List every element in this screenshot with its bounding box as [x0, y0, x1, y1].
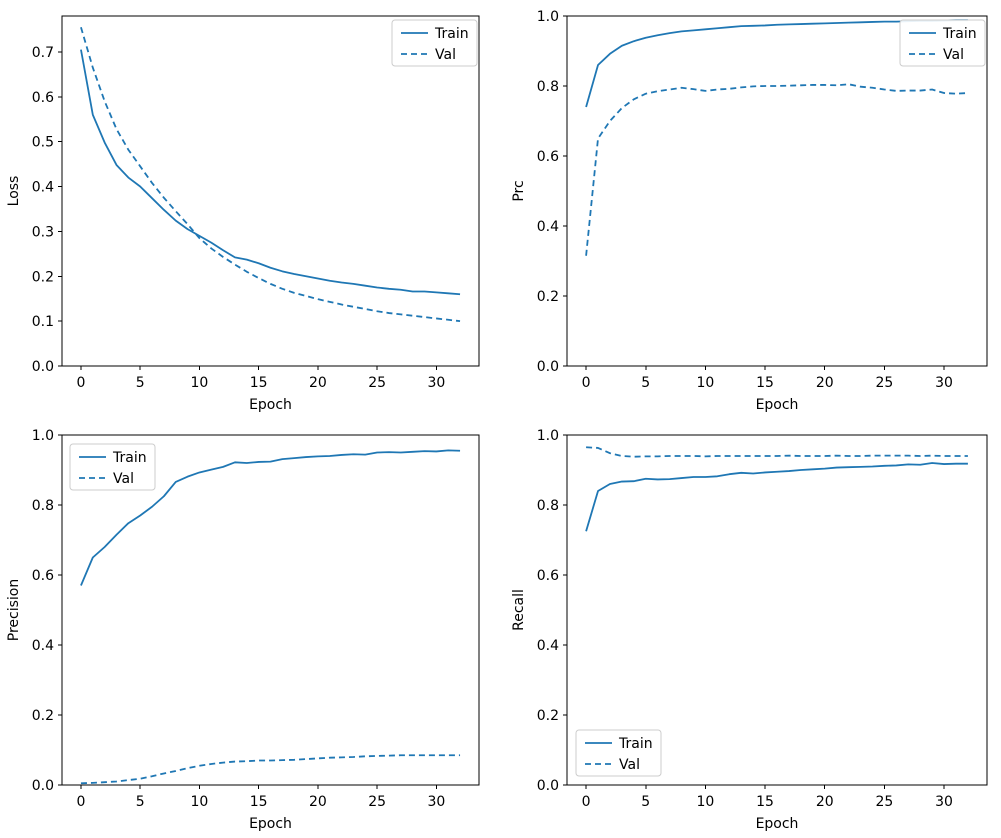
legend-label-val: Val	[113, 471, 134, 487]
y-axis-tick-label: 0.8	[32, 498, 54, 514]
y-axis-tick-label: 0.7	[32, 45, 54, 61]
x-axis-label: Epoch	[756, 397, 799, 413]
y-axis-tick-label: 1.0	[32, 428, 54, 444]
y-axis-tick-label: 0.3	[32, 224, 54, 240]
y-axis-tick-label: 0.2	[537, 708, 559, 724]
train-line	[585, 462, 968, 532]
y-axis-label: Loss	[6, 176, 22, 207]
x-axis-tick-label: 0	[582, 794, 591, 810]
x-axis-label: Epoch	[756, 816, 799, 832]
y-axis-tick-label: 0.4	[537, 638, 559, 654]
train-line	[80, 49, 461, 296]
legend-label-train: Train	[618, 736, 653, 752]
y-axis-tick-label: 0.0	[537, 778, 559, 794]
val-line	[585, 83, 968, 256]
chart-prc-svg: 0 5 10 15 20 25 30 0.0 0.2 0.4 0.6 0.8 1.0 Epoch Prc Tr…	[511, 9, 988, 413]
x-axis-label: Epoch	[249, 397, 292, 413]
y-axis-label: Precision	[6, 579, 22, 641]
x-axis-tick-label: 10	[191, 794, 209, 810]
x-axis-label: Epoch	[249, 816, 292, 832]
x-axis-tick-label: 0	[582, 375, 591, 391]
x-axis-tick-label: 5	[136, 794, 145, 810]
chart-recall-svg: 0 5 10 15 20 25 30 0.0 0.2 0.4 0.6 0.8 1.0 Epoch Recal…	[511, 428, 988, 832]
y-axis-tick-label: 0.4	[32, 180, 54, 196]
chart-precision-svg: 0 5 10 15 20 25 30 0.0 0.2 0.4 0.6 0.8 1.0 Epoch Preci…	[6, 428, 480, 832]
y-axis-tick-label: 0.8	[537, 79, 559, 95]
chart-precision-panel: 0 5 10 15 20 25 30 0.0 0.2 0.4 0.6 0.8 1.0 Epoch Preci…	[0, 419, 500, 838]
x-axis-tick-label: 30	[427, 375, 445, 391]
x-axis-tick-label: 25	[368, 375, 386, 391]
y-axis-tick-label: 0.0	[32, 778, 54, 794]
x-axis-tick-label: 25	[875, 375, 893, 391]
val-line	[80, 754, 461, 785]
y-axis-tick-label: 0.6	[537, 568, 559, 584]
y-axis-tick-label: 0.2	[32, 708, 54, 724]
y-axis-tick-label: 0.1	[32, 314, 54, 330]
y-axis-tick-label: 0.6	[32, 568, 54, 584]
chart-loss-svg: 0 5 10 15 20 25 30 0.0 0.1 0.2 0.3 0.4 0.5 0.6 0.7 Epoc…	[6, 15, 480, 413]
x-axis-tick-label: 0	[76, 794, 85, 810]
x-axis-tick-label: 20	[309, 794, 327, 810]
x-axis-tick-label: 15	[250, 794, 268, 810]
y-axis-tick-label: 0.4	[32, 638, 54, 654]
y-axis-label: Recall	[511, 589, 527, 631]
x-axis-tick-label: 15	[250, 375, 268, 391]
x-axis-tick-label: 20	[309, 375, 327, 391]
chart-prc-panel: 0 5 10 15 20 25 30 0.0 0.2 0.4 0.6 0.8 1.0 Epoch Prc Tr…	[500, 0, 1001, 419]
x-axis-tick-label: 20	[816, 794, 834, 810]
y-axis-tick-label: 0.8	[537, 498, 559, 514]
legend-label-train: Train	[942, 26, 977, 42]
y-axis-tick-label: 0.2	[32, 269, 54, 285]
y-axis-tick-label: 0.6	[32, 90, 54, 106]
x-axis-tick-label: 25	[875, 794, 893, 810]
x-axis-tick-label: 10	[696, 794, 714, 810]
x-axis-tick-label: 30	[935, 794, 953, 810]
x-axis-tick-label: 30	[427, 794, 445, 810]
x-axis-tick-label: 25	[368, 794, 386, 810]
x-axis-tick-label: 5	[641, 794, 650, 810]
x-axis-tick-label: 15	[756, 375, 774, 391]
val-line	[80, 26, 461, 323]
x-axis-tick-label: 30	[935, 375, 953, 391]
x-axis-tick-label: 15	[756, 794, 774, 810]
chart-loss-panel: 0 5 10 15 20 25 30 0.0 0.1 0.2 0.3 0.4 0.5 0.6 0.7 Epoc…	[0, 0, 500, 419]
plot-spines	[61, 15, 480, 367]
y-axis-tick-label: 0.0	[32, 359, 54, 375]
x-axis-tick-label: 10	[696, 375, 714, 391]
y-axis-tick-label: 0.0	[537, 359, 559, 375]
train-line	[80, 449, 461, 586]
y-axis-tick-label: 0.5	[32, 135, 54, 151]
x-axis-tick-label: 5	[641, 375, 650, 391]
y-axis-tick-label: 0.6	[537, 149, 559, 165]
y-axis-tick-label: 0.2	[537, 289, 559, 305]
y-axis-tick-label: 1.0	[537, 9, 559, 25]
plot-spines	[566, 15, 988, 367]
x-axis-tick-label: 0	[76, 375, 85, 391]
x-axis-tick-label: 5	[136, 375, 145, 391]
val-line	[586, 446, 968, 458]
plot-spines	[61, 434, 480, 786]
legend-label-val: Val	[943, 47, 964, 63]
legend-label-train: Train	[112, 450, 147, 466]
x-axis-tick-label: 10	[191, 375, 209, 391]
y-axis-tick-label: 0.4	[537, 219, 559, 235]
chart-recall-panel: 0 5 10 15 20 25 30 0.0 0.2 0.4 0.6 0.8 1.0 Epoch Recal…	[500, 419, 1001, 838]
legend-label-train: Train	[434, 26, 469, 42]
y-axis-label: Prc	[511, 180, 527, 201]
y-axis-tick-label: 1.0	[537, 428, 559, 444]
legend-label-val: Val	[435, 47, 456, 63]
plot-spines	[566, 434, 988, 786]
x-axis-tick-label: 20	[816, 375, 834, 391]
legend-label-val: Val	[619, 757, 640, 773]
